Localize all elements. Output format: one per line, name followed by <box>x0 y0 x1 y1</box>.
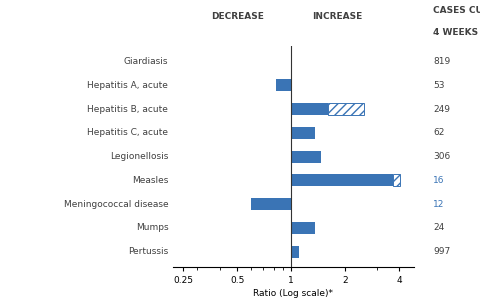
Text: Meningococcal disease: Meningococcal disease <box>63 200 168 208</box>
X-axis label: Ratio (Log scale)*: Ratio (Log scale)* <box>253 289 333 298</box>
Text: Mumps: Mumps <box>135 223 168 232</box>
Text: CASES CURRENT: CASES CURRENT <box>432 6 480 15</box>
Text: Hepatitis B, acute: Hepatitis B, acute <box>87 105 168 114</box>
Bar <box>327 103 363 115</box>
Bar <box>291 151 321 162</box>
Text: 16: 16 <box>432 176 444 185</box>
Text: 53: 53 <box>432 81 444 90</box>
Text: 249: 249 <box>432 105 449 114</box>
Bar <box>291 174 393 186</box>
Text: Measles: Measles <box>132 176 168 185</box>
Text: INCREASE: INCREASE <box>312 13 361 21</box>
Bar <box>291 222 314 234</box>
Text: Legionellosis: Legionellosis <box>110 152 168 161</box>
Text: 819: 819 <box>432 57 449 66</box>
Bar <box>275 79 291 91</box>
Text: 997: 997 <box>432 247 449 256</box>
Bar <box>393 174 399 186</box>
Text: 306: 306 <box>432 152 449 161</box>
Text: Giardiasis: Giardiasis <box>123 57 168 66</box>
Bar <box>291 127 314 139</box>
Text: Hepatitis A, acute: Hepatitis A, acute <box>87 81 168 90</box>
Bar <box>291 103 327 115</box>
Bar <box>251 198 291 210</box>
Text: 62: 62 <box>432 128 444 137</box>
Text: 4 WEEKS: 4 WEEKS <box>432 28 477 37</box>
Text: DECREASE: DECREASE <box>210 13 263 21</box>
Text: 24: 24 <box>432 223 443 232</box>
Bar <box>291 246 298 258</box>
Text: Hepatitis C, acute: Hepatitis C, acute <box>87 128 168 137</box>
Text: Pertussis: Pertussis <box>128 247 168 256</box>
Text: 12: 12 <box>432 200 444 208</box>
